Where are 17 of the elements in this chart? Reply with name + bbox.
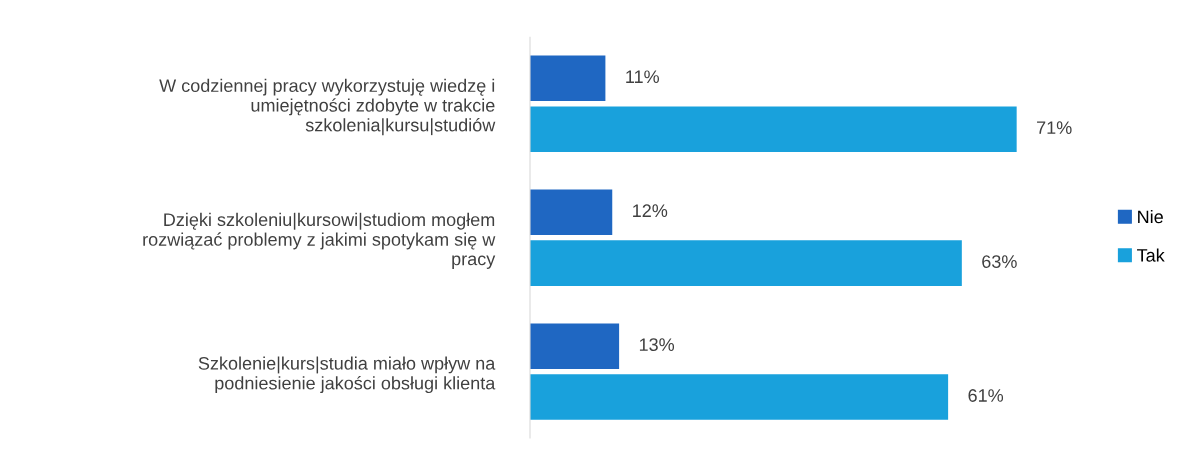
data-label: 63% bbox=[982, 255, 1017, 268]
data-label: 11% bbox=[626, 70, 660, 84]
bar bbox=[530, 323, 620, 369]
legend-label: Tak bbox=[1137, 248, 1165, 262]
data-label: 12% bbox=[633, 204, 668, 217]
bar bbox=[530, 189, 613, 235]
data-label: 61% bbox=[968, 389, 1004, 402]
bar bbox=[530, 240, 962, 286]
bar bbox=[530, 106, 1017, 152]
bar bbox=[530, 374, 949, 420]
data-label: 13% bbox=[639, 338, 675, 351]
y-tick-label: W codziennej pracy wykorzystuję wiedzę i umiejętności zdobyte w trakcie szkolenia|kursu|studiów bbox=[159, 78, 496, 136]
y-tick-label: Szkolenie|kurs|studia miało wpływ na podniesienie jakości obsługi klienta bbox=[198, 356, 496, 394]
bar bbox=[530, 55, 606, 102]
data-label: 71% bbox=[1037, 121, 1072, 134]
y-tick-label: Dzięki szkoleniu|kursowi|studiom mogłem rozwiązać problemy z jakimi spotykam się w pracy bbox=[143, 212, 496, 269]
legend-label: Nie bbox=[1138, 210, 1163, 224]
